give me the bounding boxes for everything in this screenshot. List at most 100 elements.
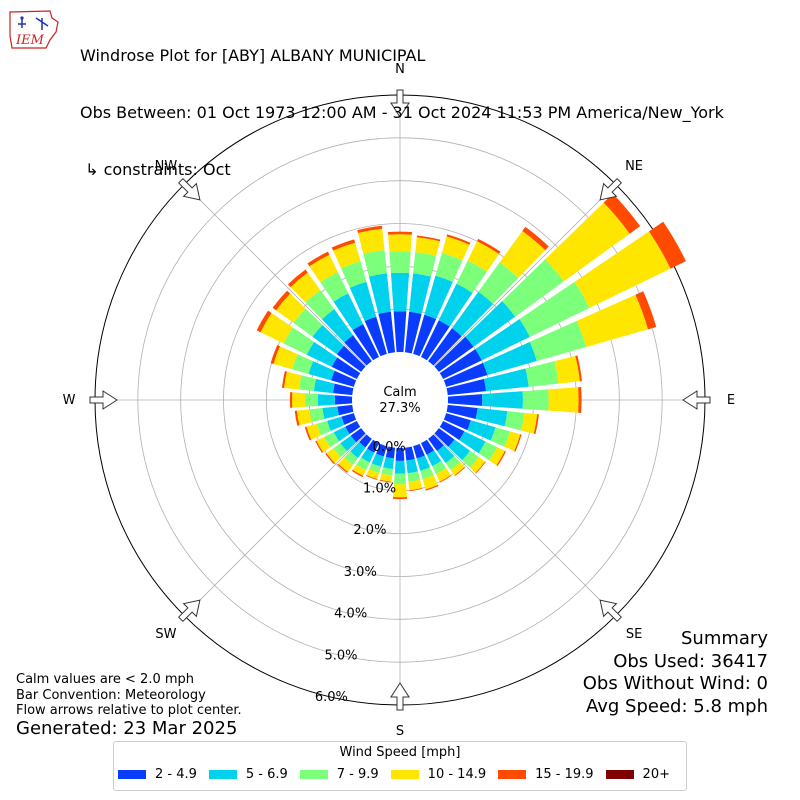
bar-segment-60-0 bbox=[439, 349, 482, 380]
direction-label-SW: SW bbox=[155, 627, 176, 642]
bar-segment-320-3 bbox=[290, 272, 321, 303]
flow-arrow-135 bbox=[599, 599, 623, 623]
title-line-2: Obs Between: 01 Oct 1973 12:00 AM - 31 O… bbox=[80, 103, 724, 122]
bar-segment-70-0 bbox=[443, 362, 488, 387]
bar-segment-140-1 bbox=[436, 445, 455, 464]
grid-spoke bbox=[184, 184, 367, 367]
summary-obs-without-wind: Obs Without Wind: 0 bbox=[582, 673, 768, 694]
bar-segment-0-1 bbox=[390, 272, 410, 312]
bar-segment-50-4 bbox=[603, 193, 641, 234]
bar-segment-260-0 bbox=[337, 404, 354, 416]
legend-title: Wind Speed [mph] bbox=[339, 745, 461, 760]
bar-segment-300-4 bbox=[256, 310, 272, 333]
note-arrows: Flow arrows relative to plot center. bbox=[16, 703, 242, 718]
bar-segment-180-1 bbox=[394, 460, 406, 474]
bar-segment-350-1 bbox=[369, 273, 391, 314]
radial-tick-label: 6.0% bbox=[315, 690, 348, 705]
bar-segment-170-1 bbox=[406, 459, 418, 474]
bar-segment-330-0 bbox=[352, 324, 380, 361]
bar-segment-20-3 bbox=[441, 236, 470, 261]
windrose-bars bbox=[256, 193, 686, 499]
bar-segment-110-4 bbox=[514, 434, 522, 452]
bar-segment-140-4 bbox=[454, 466, 466, 477]
bar-segment-330-1 bbox=[333, 293, 364, 331]
bar-segment-210-4 bbox=[351, 469, 364, 478]
legend-label: 20+ bbox=[642, 767, 670, 782]
calm-circle bbox=[353, 353, 447, 447]
bar-segment-80-2 bbox=[525, 361, 559, 387]
bar-segment-230-4 bbox=[325, 453, 335, 465]
bar-segment-250-4 bbox=[304, 426, 312, 441]
bar-segment-340-3 bbox=[333, 242, 361, 269]
bar-segment-40-4 bbox=[522, 226, 549, 251]
bar-segment-50-1 bbox=[465, 301, 516, 347]
bar-segment-170-0 bbox=[404, 446, 415, 461]
radial-tick-label: 5.0% bbox=[325, 648, 358, 663]
legend-label: 10 - 14.9 bbox=[427, 767, 487, 782]
radial-tick-label: 0.0% bbox=[373, 440, 406, 455]
bar-segment-60-1 bbox=[475, 319, 530, 361]
bar-segment-310-3 bbox=[276, 293, 306, 323]
legend-label: 7 - 9.9 bbox=[336, 767, 379, 782]
bar-segment-340-2 bbox=[341, 261, 367, 288]
bar-segment-190-3 bbox=[379, 473, 393, 482]
bar-segment-350-2 bbox=[363, 249, 387, 277]
bar-segment-240-3 bbox=[316, 436, 331, 453]
radial-tick-labels: 0.0% 1.0% 2.0% 3.0% 4.0% 5.0% 6.0% bbox=[315, 440, 406, 705]
bar-segment-210-3 bbox=[352, 464, 366, 476]
direction-label-S: S bbox=[396, 724, 404, 739]
bar-segment-70-4 bbox=[635, 291, 657, 330]
bar-segment-0-3 bbox=[388, 234, 412, 252]
bar-segment-110-1 bbox=[467, 420, 496, 441]
bar-segment-80-3 bbox=[554, 355, 580, 384]
direction-arrows bbox=[89, 89, 711, 711]
bar-segment-280-1 bbox=[313, 378, 335, 394]
bar-segment-20-1 bbox=[424, 275, 453, 320]
bar-segment-150-3 bbox=[435, 468, 451, 482]
bar-segment-90-2 bbox=[522, 389, 549, 411]
direction-label-NE: NE bbox=[625, 159, 643, 174]
grid-spoke bbox=[184, 433, 367, 616]
bar-segment-200-1 bbox=[371, 453, 384, 467]
bar-segment-280-0 bbox=[333, 383, 354, 396]
bar-segment-30-0 bbox=[420, 320, 450, 361]
bar-segment-130-4 bbox=[475, 461, 486, 474]
bar-segment-310-0 bbox=[336, 345, 366, 372]
bar-segment-350-0 bbox=[378, 311, 396, 354]
bar-segment-100-4 bbox=[533, 414, 539, 435]
grid-spoke bbox=[433, 184, 616, 367]
summary-box: Summary Obs Used: 36417 Obs Without Wind… bbox=[583, 628, 768, 718]
bar-segment-160-2 bbox=[420, 467, 434, 480]
flow-arrow-0 bbox=[390, 89, 410, 118]
bar-segment-210-2 bbox=[356, 457, 370, 471]
bar-segment-150-2 bbox=[432, 461, 447, 475]
bar-segment-120-0 bbox=[439, 420, 465, 441]
bar-segment-250-3 bbox=[306, 423, 321, 440]
bar-segment-310-4 bbox=[272, 290, 291, 311]
bar-segment-0-4 bbox=[387, 231, 413, 235]
bar-segment-290-0 bbox=[331, 370, 357, 387]
bar-segment-110-2 bbox=[490, 427, 511, 447]
bar-segment-60-2 bbox=[519, 281, 590, 337]
bar-segment-100-0 bbox=[446, 404, 478, 419]
calm-title: Calm bbox=[383, 385, 416, 400]
bar-segment-70-3 bbox=[576, 294, 649, 347]
bar-segment-300-3 bbox=[260, 313, 293, 344]
bar-segment-160-1 bbox=[416, 455, 431, 471]
title-line-3: ↳ constraints: Oct bbox=[80, 160, 231, 179]
bar-segment-90-0 bbox=[447, 394, 483, 406]
direction-label-W: W bbox=[63, 393, 76, 408]
bar-segment-230-0 bbox=[350, 428, 366, 443]
bar-segment-90-1 bbox=[482, 391, 523, 409]
bar-segment-300-2 bbox=[283, 327, 315, 355]
bar-segment-120-2 bbox=[478, 441, 498, 461]
bar-segment-90-3 bbox=[548, 387, 579, 413]
bar-segment-250-2 bbox=[316, 420, 331, 436]
direction-label-E: E bbox=[727, 393, 735, 408]
bar-segment-260-2 bbox=[309, 408, 325, 423]
bar-segment-320-2 bbox=[305, 289, 335, 320]
bar-segment-280-3 bbox=[284, 371, 302, 390]
bar-segment-210-0 bbox=[367, 439, 380, 453]
legend-swatch bbox=[299, 770, 328, 779]
